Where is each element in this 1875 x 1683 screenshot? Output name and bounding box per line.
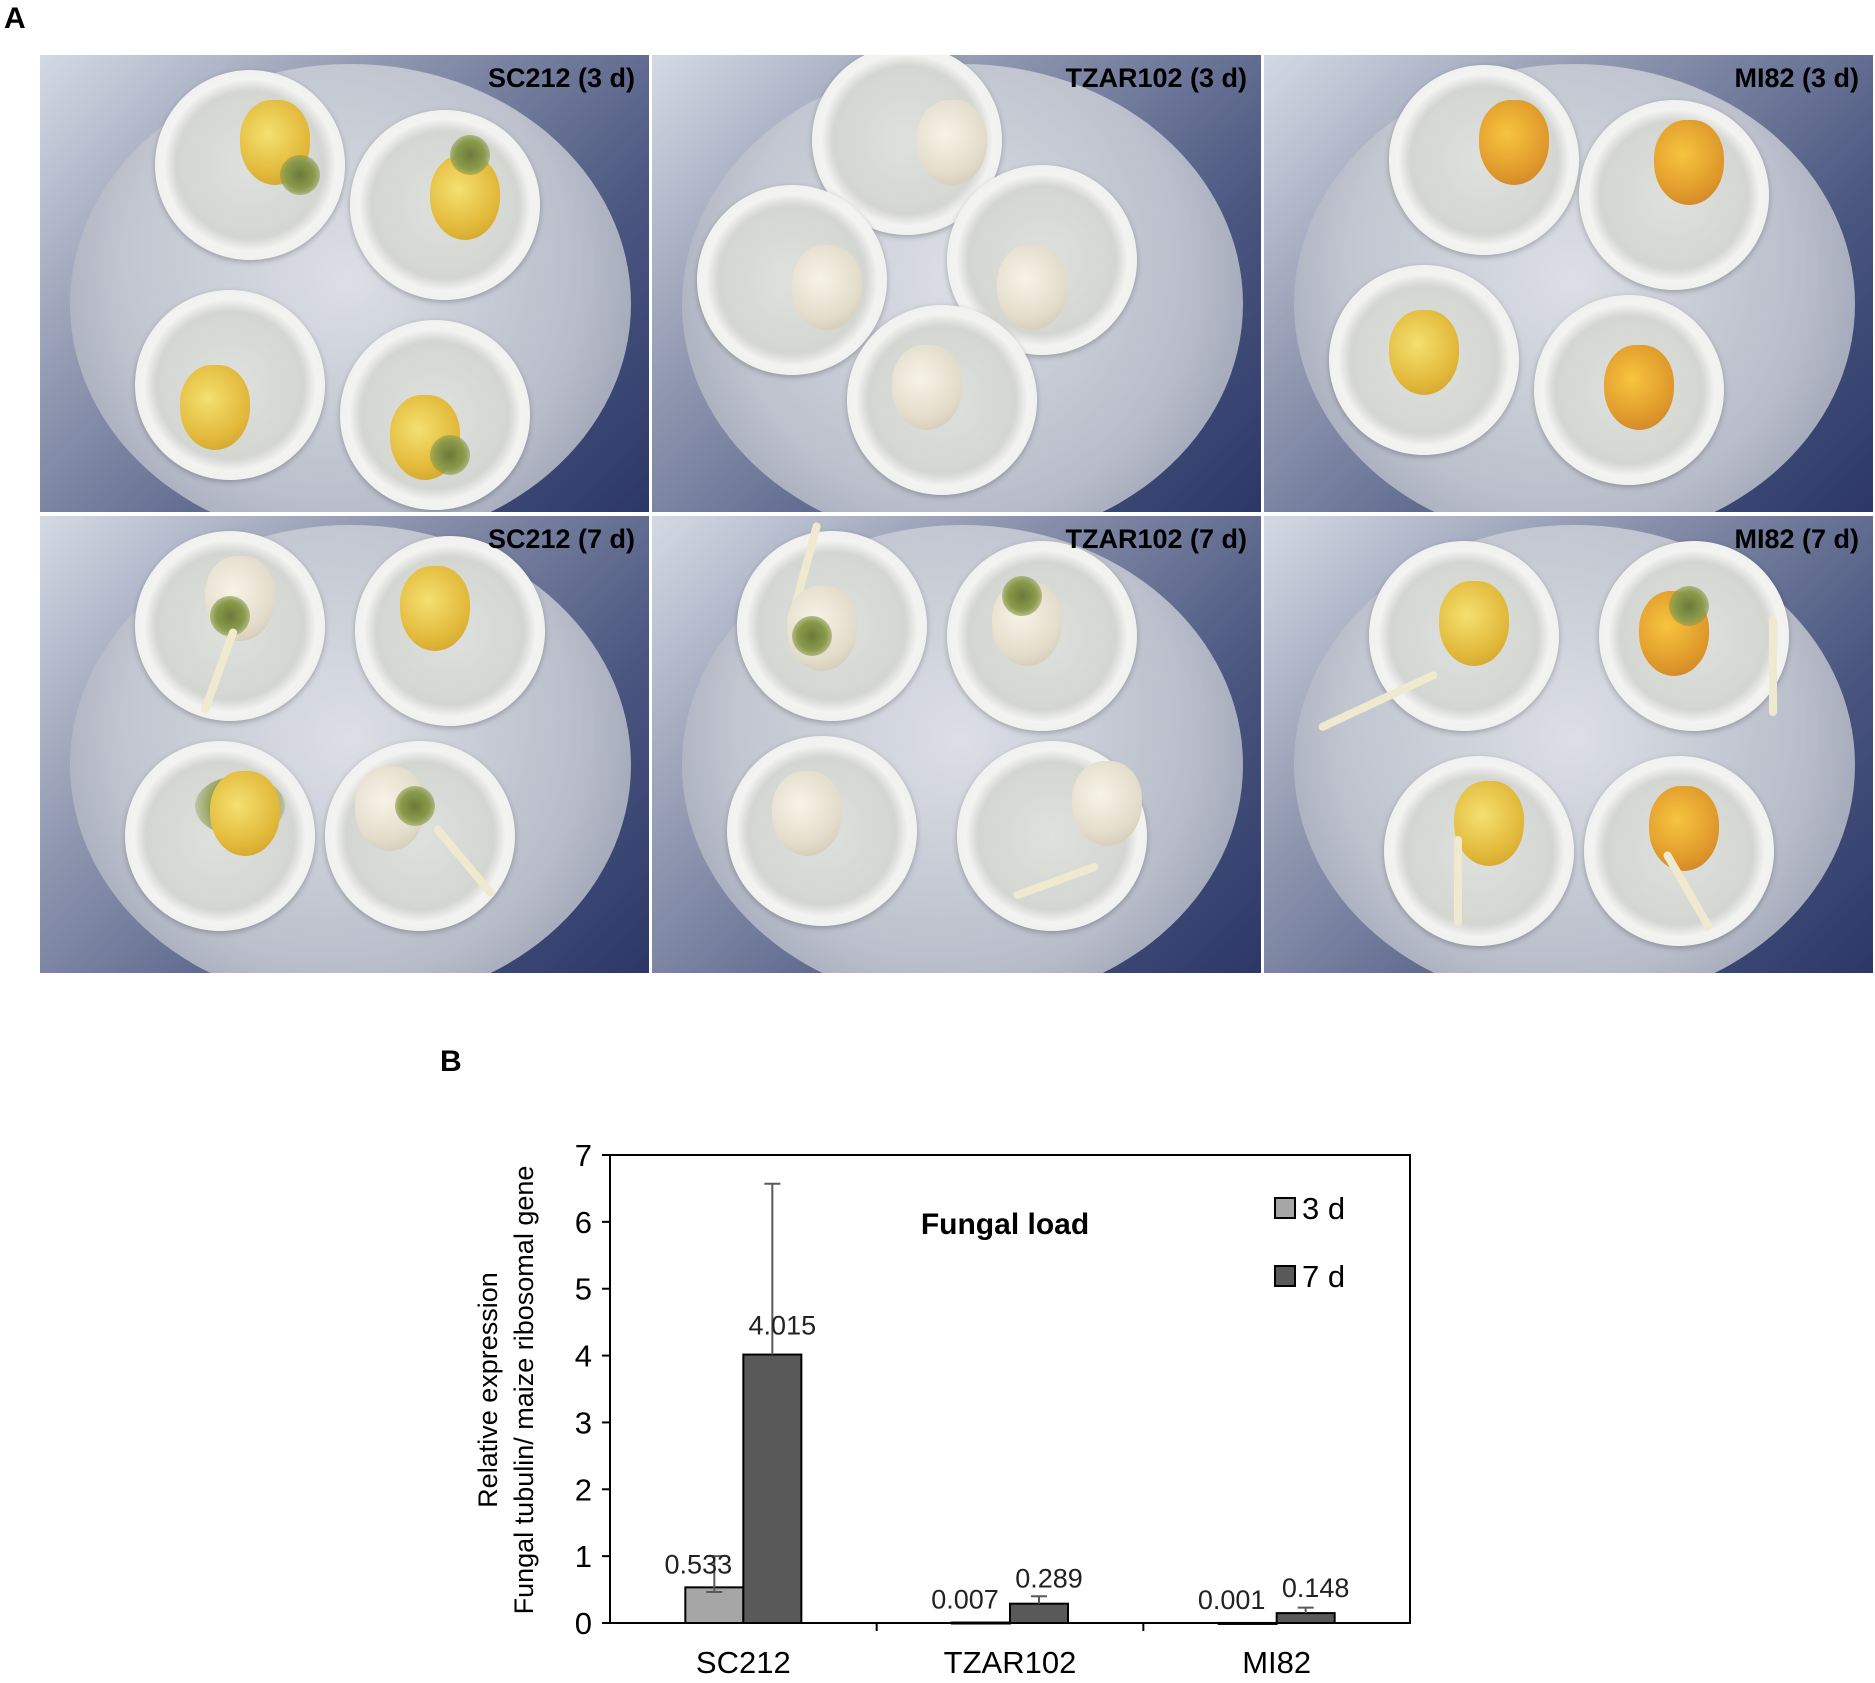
data-label: 0.533 bbox=[665, 1549, 733, 1579]
y-tick-label: 4 bbox=[575, 1339, 592, 1374]
data-label: 4.015 bbox=[749, 1311, 817, 1341]
photo-label: SC212 (3 d) bbox=[487, 63, 635, 93]
y-tick-label: 2 bbox=[575, 1472, 592, 1507]
bar bbox=[1217, 1621, 1278, 1625]
y-tick-label: 6 bbox=[575, 1205, 592, 1240]
bar bbox=[742, 1353, 803, 1625]
bar bbox=[1009, 1602, 1069, 1625]
photo-label: SC212 (7 d) bbox=[487, 524, 635, 554]
panel-b-letter: B bbox=[440, 1045, 462, 1078]
x-tick-label: TZAR102 bbox=[944, 1645, 1077, 1680]
photo-label: MI82 (7 d) bbox=[1734, 524, 1859, 554]
photo-tzar102-7d: TZAR102 (7 d) bbox=[652, 516, 1261, 973]
y-tick-label: 3 bbox=[575, 1405, 592, 1440]
x-tick-label: SC212 bbox=[696, 1645, 791, 1680]
photo-grid: SC212 (3 d) TZAR102 (3 d) MI82 (3 d) bbox=[40, 55, 1874, 973]
data-label: 0.007 bbox=[931, 1585, 999, 1615]
y-tick-label: 1 bbox=[575, 1539, 592, 1574]
x-tick-label: MI82 bbox=[1242, 1645, 1311, 1680]
bar bbox=[1275, 1612, 1336, 1624]
bar bbox=[951, 1621, 1011, 1625]
photo-mi82-7d: MI82 (7 d) bbox=[1264, 516, 1873, 973]
photo-label: TZAR102 (3 d) bbox=[1065, 63, 1247, 93]
data-label: 0.148 bbox=[1282, 1573, 1350, 1603]
y-axis-label-line2: Fungal tubulin/ maize ribosomal gene bbox=[509, 1166, 539, 1615]
data-label: 0.289 bbox=[1015, 1564, 1083, 1594]
legend-label: 3 d bbox=[1302, 1191, 1345, 1226]
photo-tzar102-3d: TZAR102 (3 d) bbox=[652, 55, 1261, 512]
photo-label: MI82 (3 d) bbox=[1734, 63, 1859, 93]
panel-a-letter: A bbox=[4, 2, 26, 35]
legend-label: 7 d bbox=[1302, 1259, 1345, 1294]
photo-sc212-3d: SC212 (3 d) bbox=[40, 55, 649, 512]
data-label: 0.001 bbox=[1198, 1585, 1266, 1615]
y-tick-label: 0 bbox=[575, 1606, 592, 1641]
y-tick-label: 7 bbox=[575, 1138, 592, 1173]
legend-swatch bbox=[1274, 1265, 1296, 1287]
photo-mi82-3d: MI82 (3 d) bbox=[1264, 55, 1873, 512]
photo-sc212-7d: SC212 (7 d) bbox=[40, 516, 649, 973]
photo-label: TZAR102 (7 d) bbox=[1065, 524, 1247, 554]
y-tick-label: 5 bbox=[575, 1272, 592, 1307]
chart-title: Fungal load bbox=[921, 1208, 1089, 1241]
y-axis-label-line1: Relative expression bbox=[473, 1272, 503, 1508]
y-axis-label: Relative expression Fungal tubulin/ maiz… bbox=[473, 1166, 539, 1615]
legend-swatch bbox=[1274, 1197, 1296, 1219]
